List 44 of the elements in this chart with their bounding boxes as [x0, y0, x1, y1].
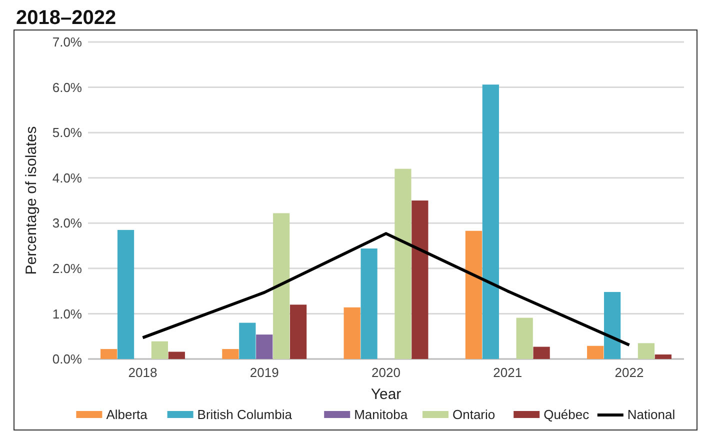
y-tick-label: 5.0%: [52, 125, 82, 140]
line-series: [141, 232, 631, 346]
x-axis-title: Year: [370, 386, 402, 403]
bar: [604, 292, 621, 359]
bar: [239, 322, 256, 359]
x-tick-label: 2021: [493, 365, 522, 380]
bar: [587, 346, 604, 359]
y-tick-label: 0.0%: [52, 352, 82, 367]
bar: [100, 349, 118, 359]
bar: [168, 352, 185, 359]
bar: [290, 304, 307, 359]
y-tick-label: 6.0%: [52, 80, 82, 95]
legend-label: Manitoba: [354, 407, 408, 422]
legend-label: British Columbia: [197, 407, 293, 422]
y-tick-label: 1.0%: [52, 306, 82, 322]
bar: [533, 346, 550, 359]
y-tick-label: 7.0%: [52, 34, 82, 50]
bar: [638, 343, 655, 359]
bar: [256, 334, 273, 359]
x-tick-label: 2022: [614, 365, 644, 380]
legend-label: Ontario: [452, 407, 496, 422]
bar: [273, 213, 290, 359]
bar: [117, 230, 134, 359]
y-tick-label: 2.0%: [52, 260, 82, 276]
bar: [222, 349, 239, 359]
bar: [360, 248, 378, 359]
legend-label: Alberta: [106, 407, 148, 422]
bar: [482, 84, 499, 359]
bar: [344, 307, 360, 359]
bar: [412, 200, 428, 359]
x-tick-label: 2019: [250, 365, 279, 380]
y-tick-label: 4.0%: [52, 170, 82, 186]
y-axis-title: Percentage of isolates: [23, 126, 40, 275]
bar: [516, 318, 533, 359]
bar: [151, 341, 168, 359]
bar: [394, 168, 412, 359]
legend-label: National: [627, 407, 676, 422]
x-tick-label: 2018: [128, 365, 158, 380]
y-tick-label: 3.0%: [52, 216, 82, 231]
bar: [465, 230, 482, 359]
x-tick-label: 2020: [372, 365, 400, 380]
chart-title: 2018–2022: [16, 7, 116, 29]
legend-label: Québec: [544, 407, 590, 422]
bar: [654, 354, 672, 359]
